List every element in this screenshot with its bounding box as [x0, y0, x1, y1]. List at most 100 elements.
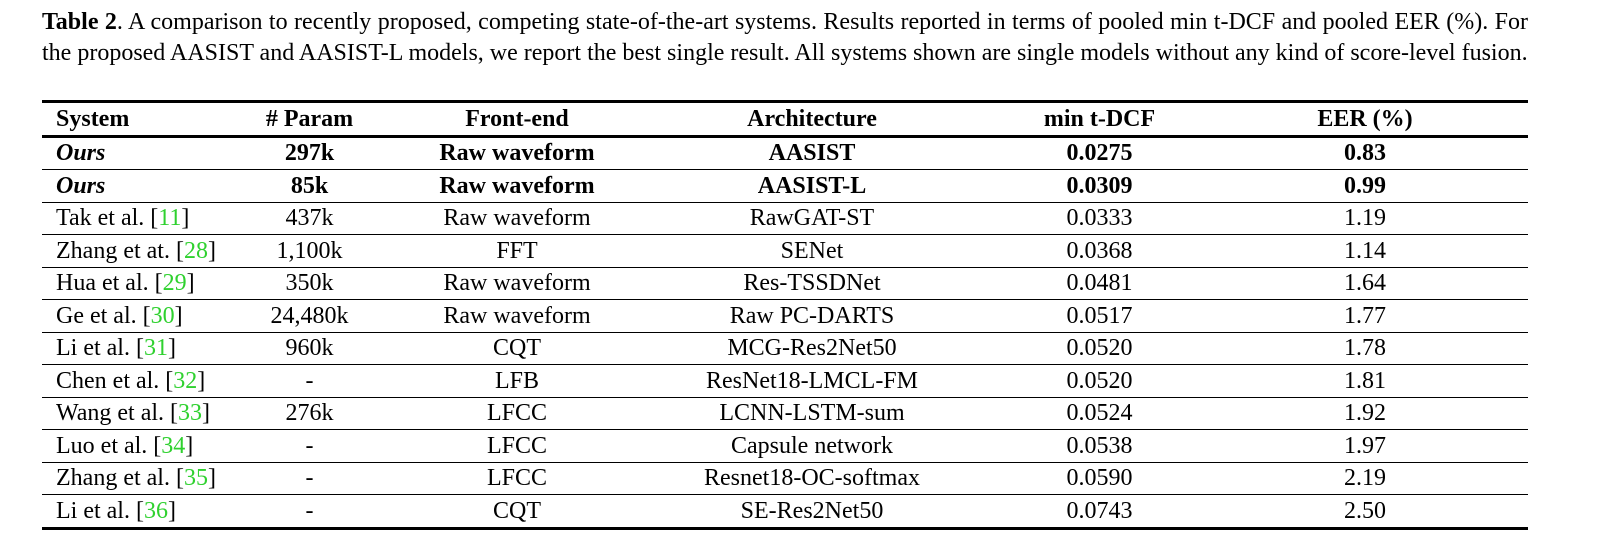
cell-frontend: Raw waveform [443, 205, 591, 232]
citation-link[interactable]: 33 [178, 400, 203, 427]
cell-param: 960k [285, 335, 334, 362]
cell-min-tdcf: 0.0368 [1066, 237, 1133, 264]
cell-min-tdcf: 0.0309 [1066, 172, 1133, 199]
cell-system: Chen et al. [32] [42, 365, 212, 398]
system-name: Luo et al. [ [56, 432, 162, 459]
cell-eer: 1.77 [1344, 302, 1386, 329]
citation-link[interactable]: 35 [183, 465, 208, 492]
cell-frontend: CQT [493, 335, 541, 362]
cell-system: Zhang et al. [35] [42, 462, 216, 495]
cell-param: 297k [284, 140, 335, 167]
citation-bracket: ] [167, 335, 176, 362]
cell-min-tdcf: 0.0520 [1066, 335, 1133, 362]
cell-min-tdcf: 0.0333 [1066, 205, 1133, 232]
cell-system: Luo et al. [34] [42, 430, 212, 463]
cell-param: 1,100k [276, 237, 343, 264]
cell-system: Tak et al. [11] [42, 202, 212, 235]
cell-frontend: CQT [493, 497, 541, 524]
cell-eer: 1.81 [1344, 367, 1386, 394]
cell-param: 350k [285, 270, 334, 297]
cell-eer: 1.64 [1344, 270, 1386, 297]
cell-frontend: LFB [494, 367, 539, 394]
cell-param: - [305, 497, 314, 524]
table-row: Li et al. [36] - CQT SE-Res2Net50 0.0743 2.50 [42, 495, 1528, 529]
table-row: Zhang et al. [35] - LFCC Resnet18-OC-softma… [42, 462, 1528, 495]
citation-link[interactable]: 29 [162, 270, 187, 297]
cell-architecture: Resnet18-OC-softmax [704, 465, 920, 492]
cell-param: 276k [285, 400, 334, 427]
citation-link[interactable]: 30 [150, 302, 175, 329]
cell-system: Zhang et at. [28] [42, 235, 216, 268]
header-min-tdcf: min t-DCF [997, 101, 1202, 138]
system-name: Li et al. [ [56, 497, 144, 524]
citation-bracket: ] [207, 465, 216, 492]
cell-min-tdcf: 0.0275 [1066, 140, 1133, 167]
citation-bracket: ] [186, 270, 195, 297]
cell-system: Ours [42, 170, 212, 203]
cell-eer: 1.19 [1344, 205, 1386, 232]
cell-min-tdcf: 0.0481 [1066, 270, 1133, 297]
citation-link[interactable]: 28 [183, 237, 208, 264]
cell-param: 437k [285, 205, 334, 232]
cell-frontend: Raw waveform [439, 140, 595, 167]
results-table: System # Param Front-end Architecture mi… [42, 100, 1528, 530]
citation-bracket: ] [197, 367, 206, 394]
cell-architecture: AASIST [768, 140, 856, 167]
cell-min-tdcf: 0.0590 [1066, 465, 1133, 492]
cell-eer: 0.83 [1344, 140, 1386, 167]
results-table-container: System # Param Front-end Architecture mi… [42, 100, 1528, 530]
cell-frontend: Raw waveform [439, 172, 595, 199]
cell-param: 85k [290, 172, 329, 199]
citation-bracket: ] [181, 205, 190, 232]
cell-architecture: SE-Res2Net50 [740, 497, 884, 524]
cell-architecture: Res-TSSDNet [743, 270, 881, 297]
header-eer: EER (%) [1202, 101, 1528, 138]
table-row: Chen et al. [32] - LFB ResNet18-LMCL-FM 0.05… [42, 365, 1528, 398]
cell-min-tdcf: 0.0743 [1066, 497, 1133, 524]
cell-frontend: LFCC [486, 465, 548, 492]
cell-architecture: SENet [780, 237, 844, 264]
system-name: Tak et al. [ [56, 205, 159, 232]
cell-min-tdcf: 0.0538 [1066, 432, 1133, 459]
caption-text: . A comparison to recently proposed, com… [42, 9, 1528, 66]
cell-architecture: Capsule network [731, 432, 893, 459]
citation-link[interactable]: 36 [143, 497, 168, 524]
header-row: System # Param Front-end Architecture mi… [42, 101, 1528, 138]
cell-param: - [305, 432, 314, 459]
cell-eer: 1.14 [1344, 237, 1386, 264]
citation-link[interactable]: 31 [143, 335, 168, 362]
table-row: Hua et al. [29] 350k Raw waveform Res-TSSDN… [42, 267, 1528, 300]
cell-eer: 2.50 [1344, 497, 1386, 524]
cell-architecture: MCG-Res2Net50 [727, 335, 897, 362]
table-row: Luo et al. [34] - LFCC Capsule network 0.053… [42, 430, 1528, 463]
cell-system: Li et al. [31] [42, 332, 212, 365]
table-row: Ours 297k Raw waveform AASIST 0.0275 0.83 [42, 136, 1528, 170]
citation-bracket: ] [202, 400, 211, 427]
table-row: Tak et al. [11] 437k Raw waveform RawGAT-ST… [42, 202, 1528, 235]
citation-link[interactable]: 11 [158, 205, 182, 232]
cell-frontend: LFCC [486, 432, 548, 459]
citation-link[interactable]: 34 [161, 432, 186, 459]
citation-link[interactable]: 32 [173, 367, 198, 394]
cell-min-tdcf: 0.0524 [1066, 400, 1133, 427]
cell-architecture: Raw PC-DARTS [729, 302, 895, 329]
cell-min-tdcf: 0.0517 [1066, 302, 1133, 329]
cell-eer: 1.78 [1344, 335, 1386, 362]
cell-eer: 0.99 [1344, 172, 1386, 199]
system-name: Zhang et al. [ [56, 465, 184, 492]
cell-architecture: RawGAT-ST [749, 205, 875, 232]
cell-frontend: LFCC [486, 400, 548, 427]
system-name: Ge et al. [ [56, 302, 151, 329]
table-header: System # Param Front-end Architecture mi… [42, 101, 1528, 138]
cell-system: Hua et al. [29] [42, 267, 212, 300]
system-name: Chen et al. [ [56, 367, 174, 394]
header-system: System [42, 101, 212, 138]
table-row: Zhang et at. [28] 1,100k FFT SENet 0.0368 1.1… [42, 235, 1528, 268]
table-row: Ge et al. [30] 24,480k Raw waveform Raw PC-… [42, 300, 1528, 332]
cell-frontend: FFT [496, 237, 538, 264]
system-name: Ours [56, 172, 106, 199]
system-name: Wang et al. [ [56, 400, 179, 427]
cell-param: - [305, 367, 314, 394]
cell-architecture: LCNN-LSTM-sum [719, 400, 905, 427]
table-row: Wang et al. [33] 276k LFCC LCNN-LSTM-sum 0.0… [42, 397, 1528, 430]
